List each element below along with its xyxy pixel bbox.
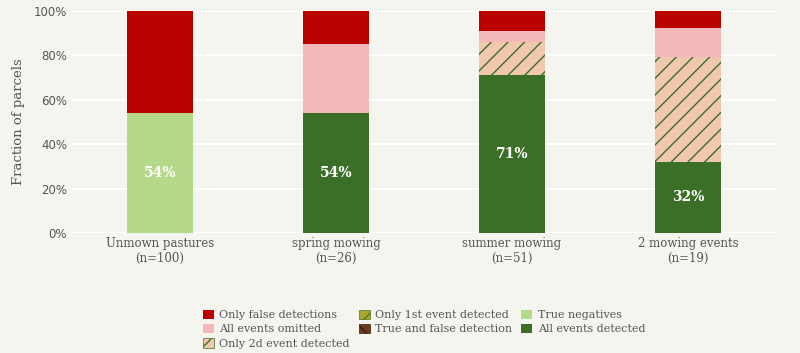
Bar [478, 31, 546, 42]
Text: 54%: 54% [144, 166, 176, 180]
Bar [478, 75, 546, 233]
Bar [478, 42, 546, 75]
Legend: Only false detections, All events omitted, Only 2d event detected, Only 1st even: Only false detections, All events omitte… [198, 305, 650, 353]
Bar [302, 44, 370, 113]
Bar [654, 57, 722, 162]
Bar [654, 28, 722, 57]
Bar [302, 113, 370, 233]
Bar [654, 11, 722, 28]
Text: 71%: 71% [496, 147, 528, 161]
Y-axis label: Fraction of parcels: Fraction of parcels [13, 58, 26, 185]
Bar [302, 11, 370, 44]
Text: 54%: 54% [320, 166, 352, 180]
Bar [478, 11, 546, 31]
Bar [126, 113, 194, 233]
Text: 32%: 32% [672, 190, 704, 204]
Bar [126, 11, 194, 113]
Bar [654, 162, 722, 233]
